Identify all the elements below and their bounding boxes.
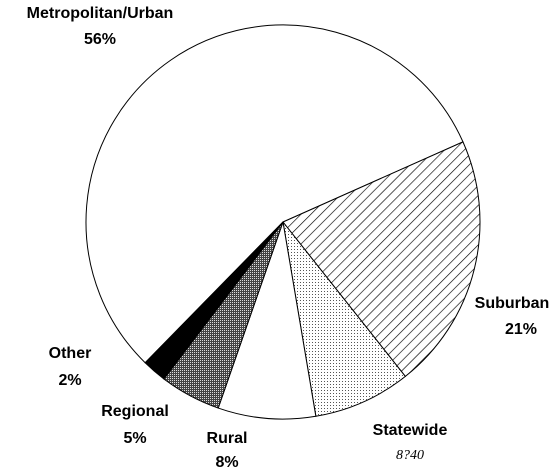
value-label: 2%: [58, 372, 81, 389]
slice-label: Other: [49, 345, 92, 362]
slices: [85, 24, 481, 420]
value-label: 56%: [84, 31, 116, 48]
slice: [282, 141, 481, 378]
slice-label: Suburban: [475, 295, 550, 312]
value-label: 8%: [215, 454, 238, 471]
slice-label: Metropolitan/Urban: [27, 5, 174, 22]
slice-label: Rural: [207, 430, 248, 447]
slice-label: Regional: [101, 403, 169, 420]
slice: [144, 221, 284, 380]
slice: [85, 24, 464, 364]
value-label: 21%: [505, 321, 537, 338]
slice-label: Statewide: [373, 422, 448, 439]
value-label: 8?40: [396, 448, 424, 463]
value-label: 5%: [123, 430, 146, 447]
slice: [282, 221, 407, 417]
slice: [217, 221, 317, 420]
